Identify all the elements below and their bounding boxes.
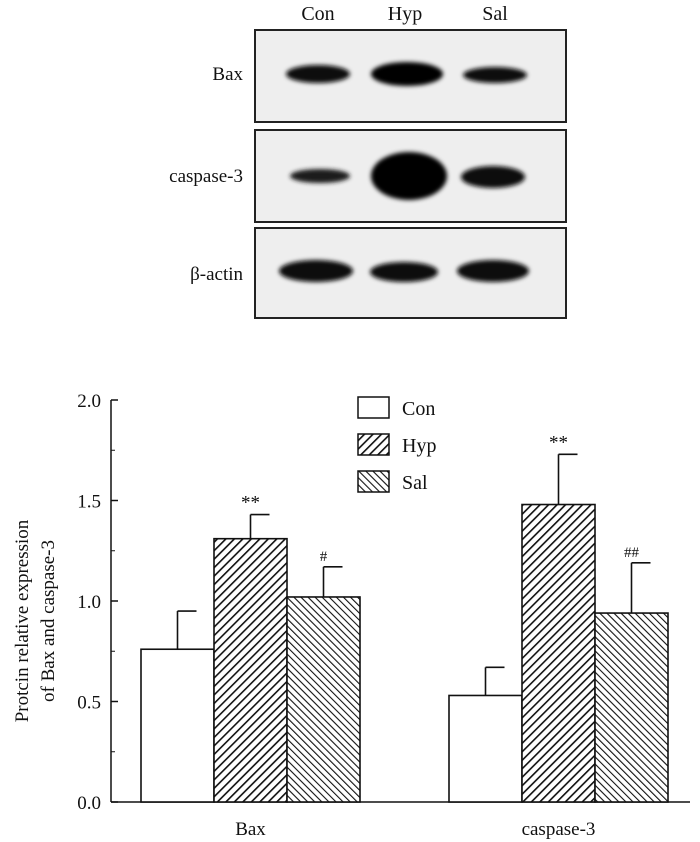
legend-label-sal: Sal <box>402 472 428 494</box>
lane-label-sal: Sal <box>482 3 508 25</box>
y-tick-label: 1.0 <box>77 592 101 613</box>
band-caspase-3-con <box>290 169 350 183</box>
legend-swatch-con <box>357 396 390 419</box>
blot-row-label-beta-actin: β-actin <box>190 264 243 285</box>
significance-marks: ****# ## <box>241 432 640 565</box>
band-beta-actin-hyp <box>370 262 438 282</box>
bar-con-bax <box>140 648 215 803</box>
y-tick-label: 1.5 <box>77 492 101 513</box>
legend-swatch-sal <box>357 470 390 493</box>
bar-hyp-caspase-3 <box>521 503 596 803</box>
significance-mark: # <box>320 549 328 565</box>
legend-label-hyp: Hyp <box>402 435 436 457</box>
band-bax-con <box>286 65 350 83</box>
blot-bands <box>279 62 529 282</box>
y-axis-title-line: of Bax and caspase-3 <box>38 540 59 702</box>
x-tick-label: caspase-3 <box>522 819 596 840</box>
bar-sal-caspase-3 <box>594 612 669 803</box>
error-bars <box>176 453 651 696</box>
bar-chart: 0.00.51.01.52.0 Bax caspase-3 ****# ## Con… <box>12 391 690 840</box>
legend-label-con: Con <box>402 398 435 420</box>
band-beta-actin-sal <box>457 260 529 282</box>
band-caspase-3-hyp <box>371 152 447 200</box>
band-bax-hyp <box>371 62 443 86</box>
significance-mark: ## <box>624 545 640 561</box>
lane-label-hyp: Hyp <box>388 3 422 25</box>
bar-hyp-bax <box>213 537 288 803</box>
y-axis: 0.0 0.5 1.0 1.5 2.0 <box>77 391 118 814</box>
legend-swatch-hyp <box>357 433 390 456</box>
western-blot: Con Hyp Sal Bax caspase-3 β-actin <box>169 3 567 319</box>
y-tick-label: 2.0 <box>77 391 101 412</box>
band-beta-actin-con <box>279 260 353 282</box>
y-tick-label: 0.5 <box>77 693 101 714</box>
y-axis-title: Protcin relative expression of Bax and ca… <box>12 519 59 722</box>
bar-sal-bax <box>286 596 361 803</box>
y-axis-title-line: Protcin relative expression <box>12 519 33 722</box>
x-tick-label: Bax <box>235 819 266 840</box>
significance-mark: ** <box>241 493 260 514</box>
band-bax-sal <box>463 67 527 83</box>
blot-row-label-caspase-3: caspase-3 <box>169 166 243 187</box>
blot-row-label-bax: Bax <box>212 64 243 85</box>
significance-mark: ** <box>549 432 568 453</box>
bars <box>140 503 669 803</box>
legend: Con Hyp Sal <box>357 396 436 494</box>
band-caspase-3-sal <box>461 166 525 188</box>
y-tick-label: 0.0 <box>77 793 101 814</box>
lane-label-con: Con <box>301 3 334 25</box>
bar-con-caspase-3 <box>448 694 523 803</box>
